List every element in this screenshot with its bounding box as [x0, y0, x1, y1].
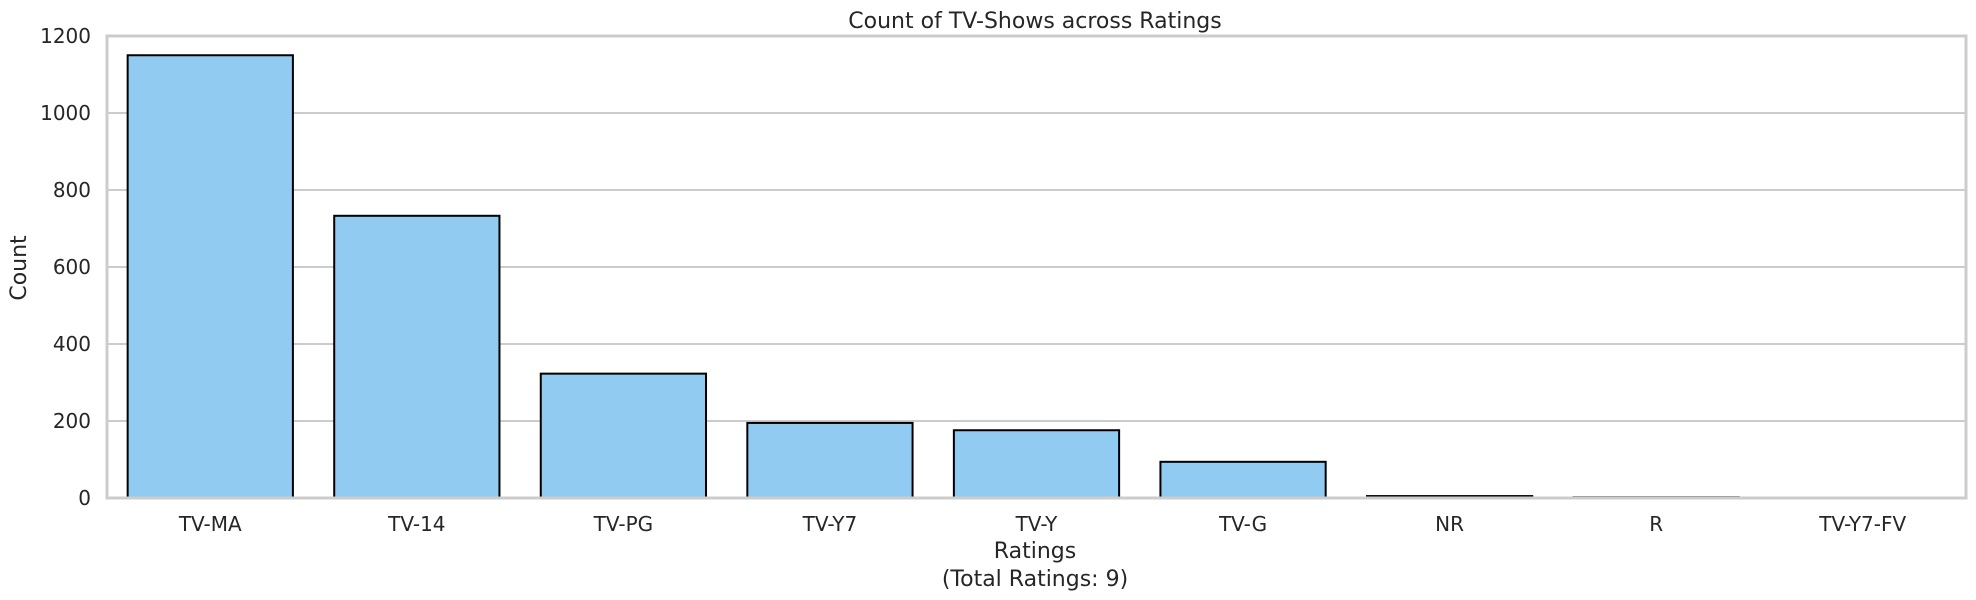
x-tick-label: TV-Y7: [802, 512, 858, 536]
x-axis-label: Ratings: [994, 539, 1076, 564]
y-tick-label: 200: [53, 409, 91, 433]
bar-tv-ma: [126, 54, 294, 499]
x-tick-label: TV-PG: [593, 512, 654, 536]
x-tick-label: TV-Y: [1015, 512, 1059, 536]
bar-tv-14: [333, 214, 501, 499]
x-tick-labels: TV-MA TV-14 TV-PG TV-Y7 TV-Y TV-G NR R TV-Y7-FV: [178, 512, 1907, 536]
y-tick-label: 1200: [40, 24, 91, 48]
bars: [126, 54, 1947, 500]
y-axis-label: Count: [7, 235, 32, 301]
bar-tv-y: [952, 429, 1121, 499]
x-tick-label: NR: [1435, 512, 1464, 536]
bar-tv-y7: [746, 421, 914, 499]
y-tick-label: 600: [53, 255, 91, 279]
x-tick-label: R: [1649, 512, 1663, 536]
y-tick-label: 1000: [40, 101, 91, 125]
x-tick-label: TV-G: [1218, 512, 1267, 536]
x-tick-label: TV-14: [387, 512, 445, 536]
bar-tv-pg: [539, 372, 708, 499]
plot-frame: [105, 34, 1968, 500]
x-axis-sublabel: (Total Ratings: 9): [942, 567, 1128, 592]
y-tick-labels: 0 200 400 600 800 1000 1200: [40, 24, 91, 510]
bar-tv-g: [1159, 460, 1327, 499]
y-tick-label: 400: [53, 332, 91, 356]
x-tick-label: TV-Y7-FV: [1818, 512, 1906, 536]
chart-title: Count of TV-Shows across Ratings: [848, 9, 1221, 34]
y-tick-label: 800: [53, 178, 91, 202]
y-tick-label: 0: [78, 486, 91, 510]
x-tick-label: TV-MA: [178, 512, 242, 536]
